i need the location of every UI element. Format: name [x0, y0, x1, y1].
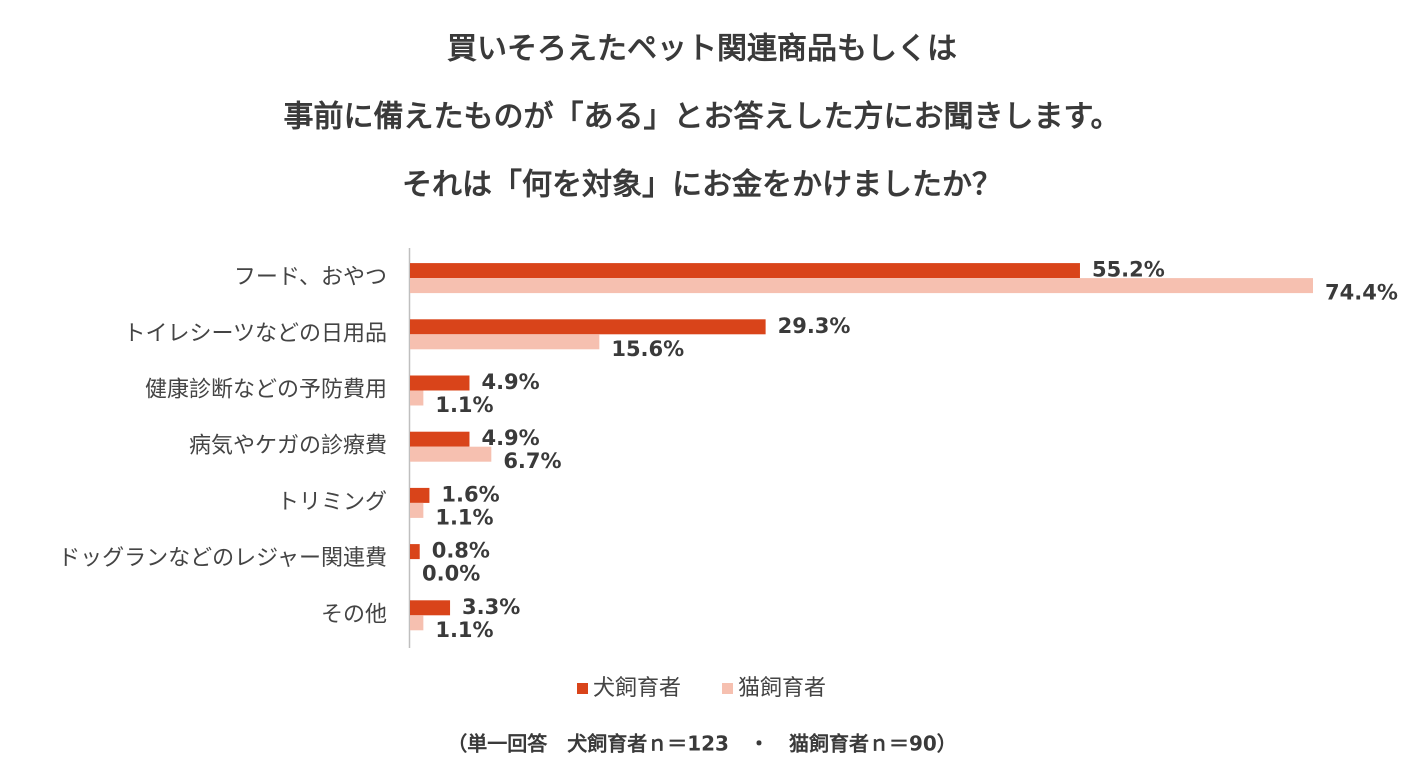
- value-label: 1.1%: [435, 393, 493, 417]
- value-label: 15.6%: [611, 337, 684, 361]
- value-label: 6.7%: [503, 449, 561, 473]
- legend-label: 猫飼育者: [738, 676, 826, 701]
- bar: [410, 615, 424, 631]
- category-label: 病気やケガの診療費: [189, 434, 387, 459]
- chart-title: 買いそろえたペット関連商品もしくは: [447, 32, 957, 67]
- bar: [410, 334, 600, 350]
- bar: [410, 263, 1080, 279]
- chart-title: それは「何を対象」にお金をかけましたか？: [402, 168, 1002, 203]
- value-label: 0.0%: [422, 562, 480, 586]
- footnote: （単一回答 犬飼育者ｎ＝123 ・ 猫飼育者ｎ＝90）: [447, 732, 957, 756]
- value-label: 1.6%: [441, 482, 499, 506]
- value-label: 74.4%: [1325, 281, 1398, 305]
- bar: [410, 600, 451, 616]
- chart-title: 事前に備えたものが「ある」とお答えした方にお聞きします。: [284, 100, 1121, 135]
- value-label: 4.9%: [481, 370, 539, 394]
- value-label: 1.1%: [435, 618, 493, 642]
- bar: [410, 431, 470, 447]
- category-label: 健康診断などの予防費用: [145, 378, 387, 403]
- value-label: 55.2%: [1092, 258, 1165, 282]
- legend-label: 犬飼育者: [593, 676, 681, 701]
- value-label: 3.3%: [462, 595, 520, 619]
- bar: [410, 487, 430, 503]
- legend-swatch: [722, 683, 733, 694]
- category-label: トイレシーツなどの日用品: [123, 321, 387, 346]
- bar: [410, 375, 470, 391]
- bar: [410, 390, 424, 406]
- category-label: ドッグランなどのレジャー関連費: [58, 546, 387, 571]
- value-label: 4.9%: [481, 426, 539, 450]
- value-label: 1.1%: [435, 505, 493, 529]
- legend-swatch: [577, 683, 588, 694]
- value-label: 0.8%: [432, 539, 490, 563]
- bar: [410, 446, 492, 462]
- category-label: フード、おやつ: [234, 265, 387, 290]
- bar: [410, 319, 766, 335]
- category-label: トリミング: [277, 490, 387, 515]
- bar: [410, 502, 424, 518]
- bar: [410, 278, 1313, 294]
- value-label: 29.3%: [778, 314, 851, 338]
- bar: [410, 544, 420, 560]
- category-label: その他: [321, 602, 387, 627]
